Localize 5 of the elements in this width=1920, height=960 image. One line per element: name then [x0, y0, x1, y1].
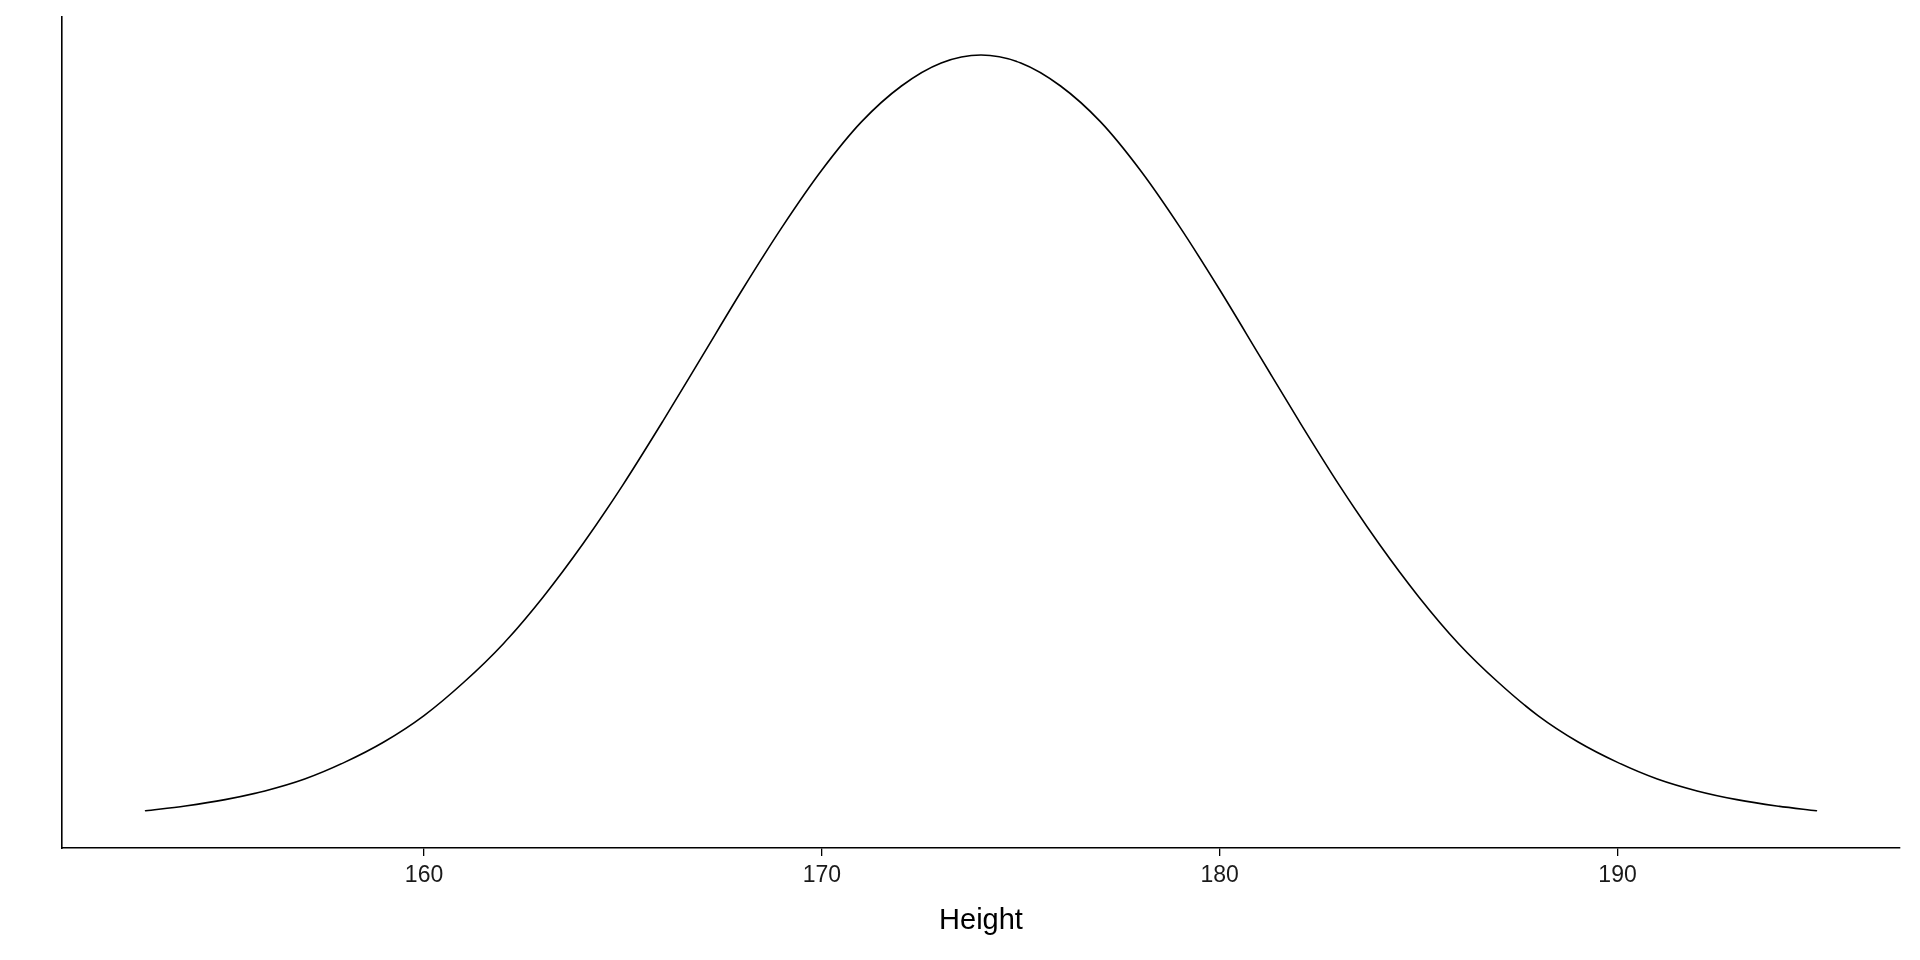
- x-tick-label: 190: [1598, 861, 1637, 888]
- x-tick-label: 180: [1200, 861, 1239, 888]
- x-tick-label: 160: [404, 861, 444, 888]
- x-tick-label: 170: [802, 861, 842, 888]
- x-axis-title: Height: [939, 902, 1023, 935]
